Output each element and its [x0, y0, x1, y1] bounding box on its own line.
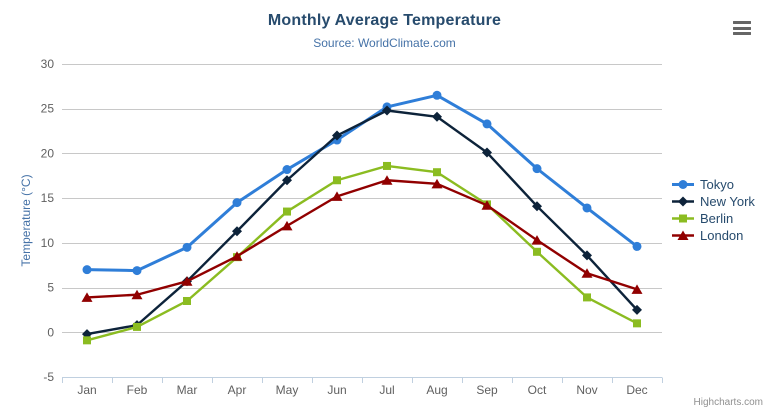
legend: Tokyo New York Berlin London [671, 177, 755, 243]
series-line-tokyo [85, 93, 639, 273]
hamburger-icon [733, 26, 751, 30]
marker-london[interactable] [581, 268, 593, 278]
marker-london[interactable] [331, 191, 343, 201]
marker-new-york[interactable] [632, 304, 642, 315]
x-axis-label: Jun [327, 383, 346, 397]
x-axis-label: Jul [379, 383, 394, 397]
y-axis-label: 30 [41, 57, 55, 71]
marker-new-york[interactable] [482, 147, 492, 158]
legend-label: New York [700, 194, 755, 209]
export-menu-button[interactable] [733, 21, 752, 35]
marker-new-york[interactable] [532, 201, 542, 212]
legend-label: Berlin [700, 211, 734, 226]
y-axis-title: Temperature (°C) [19, 174, 33, 266]
circle-icon [672, 180, 694, 189]
legend-item-london[interactable]: London [671, 228, 755, 243]
marker-london[interactable] [431, 178, 443, 189]
marker-london[interactable] [231, 251, 243, 261]
marker-london[interactable] [381, 175, 393, 185]
x-axis-label: Mar [177, 383, 198, 397]
marker-london[interactable] [481, 200, 493, 210]
legend-item-berlin[interactable]: Berlin [671, 211, 755, 226]
marker-berlin[interactable] [433, 168, 441, 177]
marker-berlin[interactable] [533, 247, 541, 256]
marker-london[interactable] [631, 284, 643, 294]
series-line-new-york [85, 109, 639, 336]
y-axis-label: -5 [43, 370, 54, 384]
y-axis-label: 10 [41, 236, 55, 250]
legend-marker-tokyo [678, 180, 688, 189]
legend-marker-berlin [679, 214, 687, 223]
marker-tokyo[interactable] [132, 266, 142, 276]
marker-new-york[interactable] [332, 130, 342, 141]
marker-tokyo[interactable] [532, 164, 542, 174]
marker-berlin[interactable] [133, 322, 141, 331]
marker-berlin[interactable] [283, 207, 291, 216]
marker-london[interactable] [81, 292, 93, 302]
marker-new-york[interactable] [382, 105, 392, 116]
x-axis-label: Feb [127, 383, 148, 397]
triangle-icon [672, 230, 694, 240]
marker-berlin[interactable] [583, 293, 591, 302]
marker-new-york[interactable] [282, 175, 292, 186]
legend-label: London [700, 228, 744, 243]
marker-berlin[interactable] [633, 319, 641, 328]
marker-tokyo[interactable] [632, 241, 642, 251]
x-axis-label: May [276, 383, 299, 397]
x-axis-label: Nov [576, 383, 597, 397]
legend-item-tokyo[interactable]: Tokyo [671, 177, 755, 192]
marker-new-york[interactable] [432, 111, 442, 122]
marker-tokyo[interactable] [232, 198, 242, 208]
marker-tokyo[interactable] [582, 203, 592, 213]
y-axis-label: 25 [41, 102, 55, 116]
marker-london[interactable] [131, 289, 143, 300]
marker-tokyo[interactable] [182, 242, 192, 252]
x-axis-label: Dec [626, 383, 647, 397]
marker-tokyo[interactable] [282, 165, 292, 175]
legend-marker-new-york [678, 196, 688, 207]
marker-london[interactable] [181, 276, 193, 286]
marker-london[interactable] [531, 235, 543, 245]
x-axis-label: Jan [77, 383, 96, 397]
y-axis-label: 5 [47, 281, 54, 295]
marker-tokyo[interactable] [82, 265, 92, 275]
marker-berlin[interactable] [383, 161, 391, 170]
series-line-berlin [85, 164, 639, 342]
marker-berlin[interactable] [333, 176, 341, 185]
y-axis-label: 0 [47, 325, 54, 339]
legend-label: Tokyo [700, 177, 734, 192]
chart-title: Monthly Average Temperature [267, 12, 502, 29]
legend-item-new-york[interactable]: New York [671, 194, 755, 209]
y-axis-label: 15 [41, 191, 55, 205]
marker-london[interactable] [281, 220, 293, 231]
y-axis-label: 20 [41, 146, 55, 160]
hamburger-icon [733, 21, 751, 24]
x-axis-label: Aug [426, 383, 447, 397]
hamburger-icon [733, 32, 751, 35]
x-axis-label: Oct [528, 383, 547, 397]
x-axis-label: Apr [228, 383, 247, 397]
marker-new-york[interactable] [232, 226, 242, 237]
series-line-london [85, 179, 639, 299]
marker-berlin[interactable] [183, 296, 191, 305]
marker-new-york[interactable] [582, 250, 592, 261]
marker-tokyo[interactable] [482, 119, 492, 129]
legend-marker-london [677, 230, 689, 240]
chart-subtitle: Source: WorldClimate.com [313, 36, 456, 50]
marker-berlin[interactable] [83, 336, 91, 345]
diamond-icon [672, 196, 694, 207]
marker-tokyo[interactable] [432, 90, 442, 100]
credits-link[interactable]: Highcharts.com [693, 397, 763, 408]
square-icon [672, 214, 694, 223]
x-axis-label: Sep [476, 383, 498, 397]
